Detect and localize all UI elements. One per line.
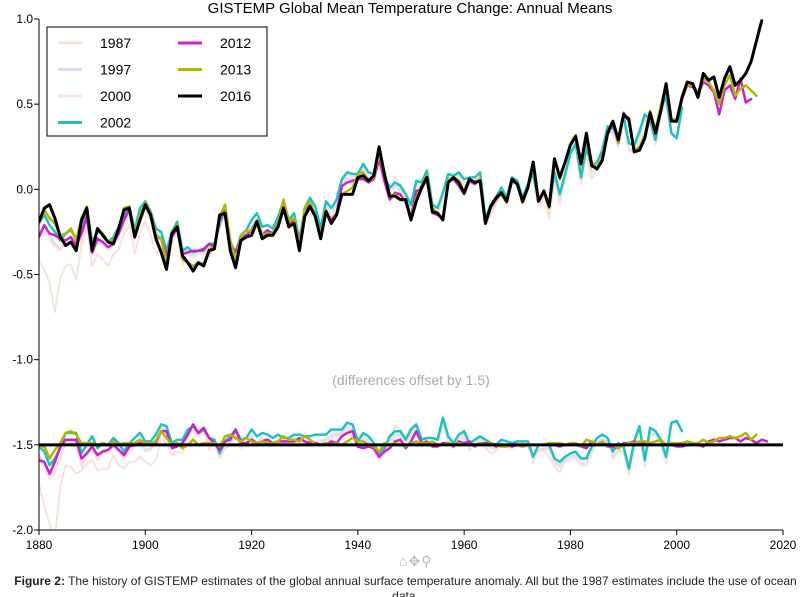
x-tick-label: 2020 — [770, 538, 797, 552]
x-tick-label: 1900 — [132, 538, 159, 552]
axes: 1880 1900 1920 1940 1960 1980 2000 2020 -2.0 -1.5… — [12, 12, 796, 552]
y-tick-label: 0.0 — [16, 182, 33, 196]
x-tick-label: 2000 — [663, 538, 690, 552]
series-line-2016 — [39, 19, 764, 273]
y-tick-label: 0.5 — [16, 97, 33, 111]
diff-line-1987 — [39, 418, 588, 530]
zoom-icon[interactable]: ⚲ — [421, 553, 432, 569]
y-tick-label: 1.0 — [16, 12, 33, 26]
y-tick-label: -0.5 — [12, 268, 33, 282]
plot-toolbar: ⌂✥⚲ — [399, 553, 451, 569]
diff-line-2000 — [39, 420, 678, 480]
legend-label-2016: 2016 — [220, 88, 251, 104]
legend-label-2000: 2000 — [100, 88, 131, 104]
pan-icon[interactable]: ✥ — [408, 553, 421, 569]
x-tick-label: 1920 — [238, 538, 265, 552]
legend-label-2013: 2013 — [220, 62, 251, 78]
y-tick-label: -1.0 — [12, 353, 33, 367]
x-tick-label: 1980 — [557, 538, 584, 552]
difference-annotation: (differences offset by 1.5) — [332, 372, 489, 388]
legend-label-1987: 1987 — [100, 35, 131, 51]
figure-caption: Figure 2: The history of GISTEMP estimat… — [0, 574, 811, 597]
x-tick-label: 1960 — [451, 538, 478, 552]
chart-title: GISTEMP Global Mean Temperature Change: … — [208, 0, 613, 17]
caption-label: Figure 2: — [14, 574, 65, 588]
x-tick-label: 1940 — [345, 538, 372, 552]
legend-label-2002: 2002 — [100, 115, 131, 131]
y-tick-label: -2.0 — [12, 523, 33, 537]
legend-label-1997: 1997 — [100, 62, 131, 78]
y-tick-label: -1.5 — [12, 438, 33, 452]
legend: 1987 1997 2000 2002 2012 2013 2016 — [46, 26, 268, 137]
x-tick-label: 1880 — [26, 538, 53, 552]
home-icon[interactable]: ⌂ — [399, 553, 408, 569]
legend-box — [46, 26, 268, 137]
caption-text: The history of GISTEMP estimates of the … — [68, 574, 797, 597]
legend-label-2012: 2012 — [220, 35, 251, 51]
diff-line-2002 — [39, 416, 684, 470]
plot-area — [39, 19, 783, 530]
